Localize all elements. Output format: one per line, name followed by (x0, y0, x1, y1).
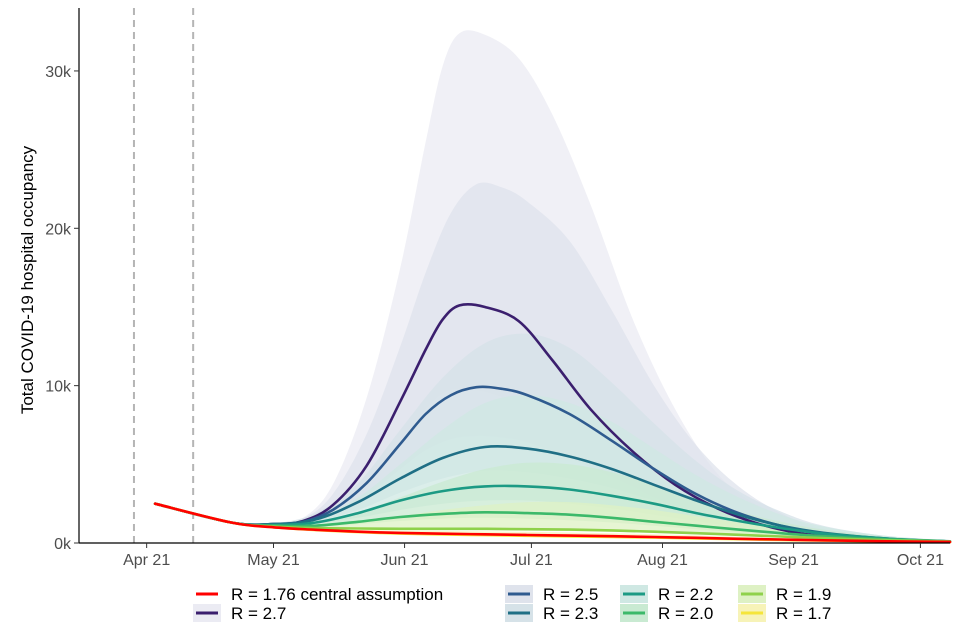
uncertainty-bands (155, 30, 951, 543)
legend-item-r-2-5: R = 2.5 (505, 585, 598, 604)
y-ticks: 0k 10k 20k 30k (45, 64, 79, 553)
x-tick-label: Apr 21 (123, 552, 170, 569)
y-axis-title: Total COVID-19 hospital occupancy (18, 145, 37, 414)
y-tick-label: 20k (45, 221, 72, 238)
legend-label: R = 2.2 (658, 585, 713, 604)
legend-label: R = 1.76 central assumption (231, 585, 443, 604)
legend-item-r-2-3: R = 2.3 (505, 604, 598, 623)
y-tick-label: 30k (45, 64, 72, 81)
x-tick-label: Jun 21 (381, 552, 429, 569)
y-tick-label: 0k (54, 536, 72, 553)
x-tick-label: Sep 21 (768, 552, 819, 569)
legend-item-r-1-76-central-assumption: R = 1.76 central assumption (196, 585, 443, 604)
x-tick-label: Oct 21 (897, 552, 944, 569)
x-tick-label: May 21 (247, 552, 300, 569)
x-tick-label: Jul 21 (510, 552, 553, 569)
line-r-1-76-central-assumption (153, 502, 952, 544)
legend-item-r-1-9: R = 1.9 (738, 585, 831, 604)
legend-item-r-1-7: R = 1.7 (738, 604, 831, 623)
line-r-1-9 (153, 502, 952, 543)
line-r-2-3 (153, 445, 952, 543)
x-ticks: Apr 21 May 21 Jun 21 Jul 21 Aug 21 Sep 21 Oct … (123, 543, 944, 569)
reference-lines (132, 8, 195, 543)
line-r-2-0 (153, 502, 952, 543)
legend-label: R = 2.0 (658, 604, 713, 623)
x-tick-label: Aug 21 (637, 552, 688, 569)
legend-label: R = 1.7 (776, 604, 831, 623)
axes (78, 8, 950, 544)
legend-item-r-2-0: R = 2.0 (620, 604, 713, 623)
line-r-2-2 (153, 484, 952, 543)
legend-label: R = 1.9 (776, 585, 831, 604)
legend-label: R = 2.5 (543, 585, 598, 604)
y-tick-label: 10k (45, 379, 72, 396)
series-lines (153, 302, 952, 544)
legend-label: R = 2.3 (543, 604, 598, 623)
legend-label: R = 2.7 (231, 604, 286, 623)
legend-item-r-2-2: R = 2.2 (620, 585, 713, 604)
legend-item-r-2-7: R = 2.7 (193, 604, 286, 623)
line-r-2-7 (153, 302, 952, 544)
